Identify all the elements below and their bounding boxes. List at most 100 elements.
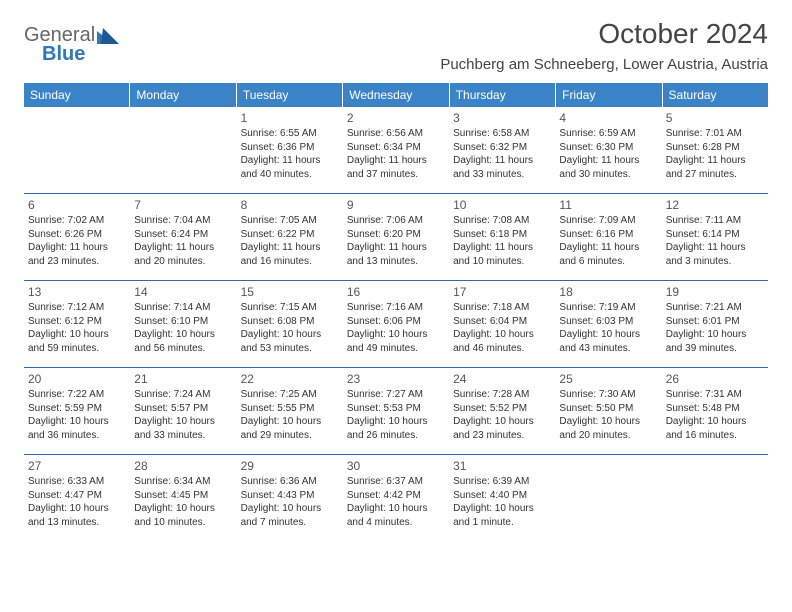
calendar-grid: 1Sunrise: 6:55 AMSunset: 6:36 PMDaylight… [24, 107, 768, 541]
calendar-day: 20Sunrise: 7:22 AMSunset: 5:59 PMDayligh… [24, 368, 130, 454]
calendar-day: 25Sunrise: 7:30 AMSunset: 5:50 PMDayligh… [555, 368, 661, 454]
day-detail: Daylight: 10 hours [559, 415, 657, 429]
day-detail: Daylight: 11 hours [28, 241, 126, 255]
day-detail: Daylight: 10 hours [28, 415, 126, 429]
day-detail: Sunset: 4:45 PM [134, 489, 232, 503]
day-detail: and 10 minutes. [453, 255, 551, 269]
calendar-day: 14Sunrise: 7:14 AMSunset: 6:10 PMDayligh… [130, 281, 236, 367]
day-number: 9 [347, 197, 445, 213]
day-detail: Sunrise: 7:06 AM [347, 214, 445, 228]
day-detail: Daylight: 10 hours [241, 328, 339, 342]
calendar-day: 6Sunrise: 7:02 AMSunset: 6:26 PMDaylight… [24, 194, 130, 280]
calendar-day: 29Sunrise: 6:36 AMSunset: 4:43 PMDayligh… [237, 455, 343, 541]
day-detail: Sunrise: 6:58 AM [453, 127, 551, 141]
day-detail: Daylight: 10 hours [453, 502, 551, 516]
day-number: 3 [453, 110, 551, 126]
day-detail: and 10 minutes. [134, 516, 232, 530]
day-detail: Sunset: 6:08 PM [241, 315, 339, 329]
day-detail: Sunset: 5:52 PM [453, 402, 551, 416]
calendar-week: 20Sunrise: 7:22 AMSunset: 5:59 PMDayligh… [24, 368, 768, 455]
day-number: 30 [347, 458, 445, 474]
day-detail: Sunset: 6:24 PM [134, 228, 232, 242]
day-detail: Sunset: 6:28 PM [666, 141, 764, 155]
day-detail: Daylight: 11 hours [347, 241, 445, 255]
day-detail: Sunset: 6:22 PM [241, 228, 339, 242]
calendar-day: 19Sunrise: 7:21 AMSunset: 6:01 PMDayligh… [662, 281, 768, 367]
day-detail: Daylight: 10 hours [28, 328, 126, 342]
day-detail: and 3 minutes. [666, 255, 764, 269]
day-detail: Sunrise: 7:18 AM [453, 301, 551, 315]
day-detail: Sunset: 6:14 PM [666, 228, 764, 242]
calendar-day: 11Sunrise: 7:09 AMSunset: 6:16 PMDayligh… [555, 194, 661, 280]
title-block: October 2024 Puchberg am Schneeberg, Low… [440, 18, 768, 73]
day-detail: Sunrise: 7:02 AM [28, 214, 126, 228]
day-detail: Sunrise: 7:31 AM [666, 388, 764, 402]
weekday-header: Monday [130, 83, 236, 107]
header: General Blue October 2024 Puchberg am Sc… [24, 18, 768, 73]
day-detail: Sunset: 6:34 PM [347, 141, 445, 155]
day-detail: Daylight: 10 hours [559, 328, 657, 342]
day-detail: Daylight: 10 hours [241, 415, 339, 429]
day-number: 28 [134, 458, 232, 474]
day-number: 2 [347, 110, 445, 126]
day-detail: Sunset: 5:48 PM [666, 402, 764, 416]
logo: General Blue [24, 18, 119, 66]
day-detail: Daylight: 11 hours [453, 154, 551, 168]
calendar-week: 1Sunrise: 6:55 AMSunset: 6:36 PMDaylight… [24, 107, 768, 194]
day-detail: and 53 minutes. [241, 342, 339, 356]
day-number: 5 [666, 110, 764, 126]
calendar-day: 9Sunrise: 7:06 AMSunset: 6:20 PMDaylight… [343, 194, 449, 280]
calendar-day: 2Sunrise: 6:56 AMSunset: 6:34 PMDaylight… [343, 107, 449, 193]
day-detail: Daylight: 10 hours [28, 502, 126, 516]
day-detail: Sunrise: 6:33 AM [28, 475, 126, 489]
calendar-day: 1Sunrise: 6:55 AMSunset: 6:36 PMDaylight… [237, 107, 343, 193]
day-detail: and 16 minutes. [666, 429, 764, 443]
day-detail: and 6 minutes. [559, 255, 657, 269]
day-detail: Sunrise: 6:39 AM [453, 475, 551, 489]
calendar-day: 12Sunrise: 7:11 AMSunset: 6:14 PMDayligh… [662, 194, 768, 280]
day-detail: Sunrise: 7:19 AM [559, 301, 657, 315]
calendar-week: 13Sunrise: 7:12 AMSunset: 6:12 PMDayligh… [24, 281, 768, 368]
day-number: 26 [666, 371, 764, 387]
day-detail: Daylight: 11 hours [241, 154, 339, 168]
day-detail: and 27 minutes. [666, 168, 764, 182]
day-detail: Sunset: 6:32 PM [453, 141, 551, 155]
calendar-week: 27Sunrise: 6:33 AMSunset: 4:47 PMDayligh… [24, 455, 768, 541]
day-detail: Sunset: 6:30 PM [559, 141, 657, 155]
day-number: 6 [28, 197, 126, 213]
location-text: Puchberg am Schneeberg, Lower Austria, A… [440, 56, 768, 73]
day-detail: and 13 minutes. [347, 255, 445, 269]
day-detail: Sunrise: 7:09 AM [559, 214, 657, 228]
calendar-day-empty [130, 107, 236, 193]
calendar-day: 18Sunrise: 7:19 AMSunset: 6:03 PMDayligh… [555, 281, 661, 367]
day-detail: Sunset: 5:59 PM [28, 402, 126, 416]
day-detail: Sunset: 5:55 PM [241, 402, 339, 416]
day-detail: Sunrise: 7:15 AM [241, 301, 339, 315]
day-detail: Daylight: 10 hours [134, 502, 232, 516]
day-number: 11 [559, 197, 657, 213]
day-detail: Sunrise: 6:34 AM [134, 475, 232, 489]
day-detail: Daylight: 11 hours [453, 241, 551, 255]
day-detail: and 56 minutes. [134, 342, 232, 356]
day-number: 12 [666, 197, 764, 213]
day-number: 4 [559, 110, 657, 126]
day-number: 29 [241, 458, 339, 474]
day-detail: Sunrise: 7:21 AM [666, 301, 764, 315]
day-detail: and 30 minutes. [559, 168, 657, 182]
weekday-header: Sunday [24, 83, 130, 107]
day-detail: Sunrise: 6:37 AM [347, 475, 445, 489]
day-detail: and 29 minutes. [241, 429, 339, 443]
day-detail: Daylight: 11 hours [559, 154, 657, 168]
calendar-day: 22Sunrise: 7:25 AMSunset: 5:55 PMDayligh… [237, 368, 343, 454]
day-detail: Daylight: 11 hours [241, 241, 339, 255]
day-detail: Sunset: 5:57 PM [134, 402, 232, 416]
day-detail: Daylight: 10 hours [666, 328, 764, 342]
day-number: 24 [453, 371, 551, 387]
day-detail: Sunset: 5:53 PM [347, 402, 445, 416]
day-detail: and 26 minutes. [347, 429, 445, 443]
day-number: 19 [666, 284, 764, 300]
day-detail: Sunrise: 6:59 AM [559, 127, 657, 141]
day-number: 13 [28, 284, 126, 300]
calendar-day: 17Sunrise: 7:18 AMSunset: 6:04 PMDayligh… [449, 281, 555, 367]
day-detail: Sunset: 6:03 PM [559, 315, 657, 329]
